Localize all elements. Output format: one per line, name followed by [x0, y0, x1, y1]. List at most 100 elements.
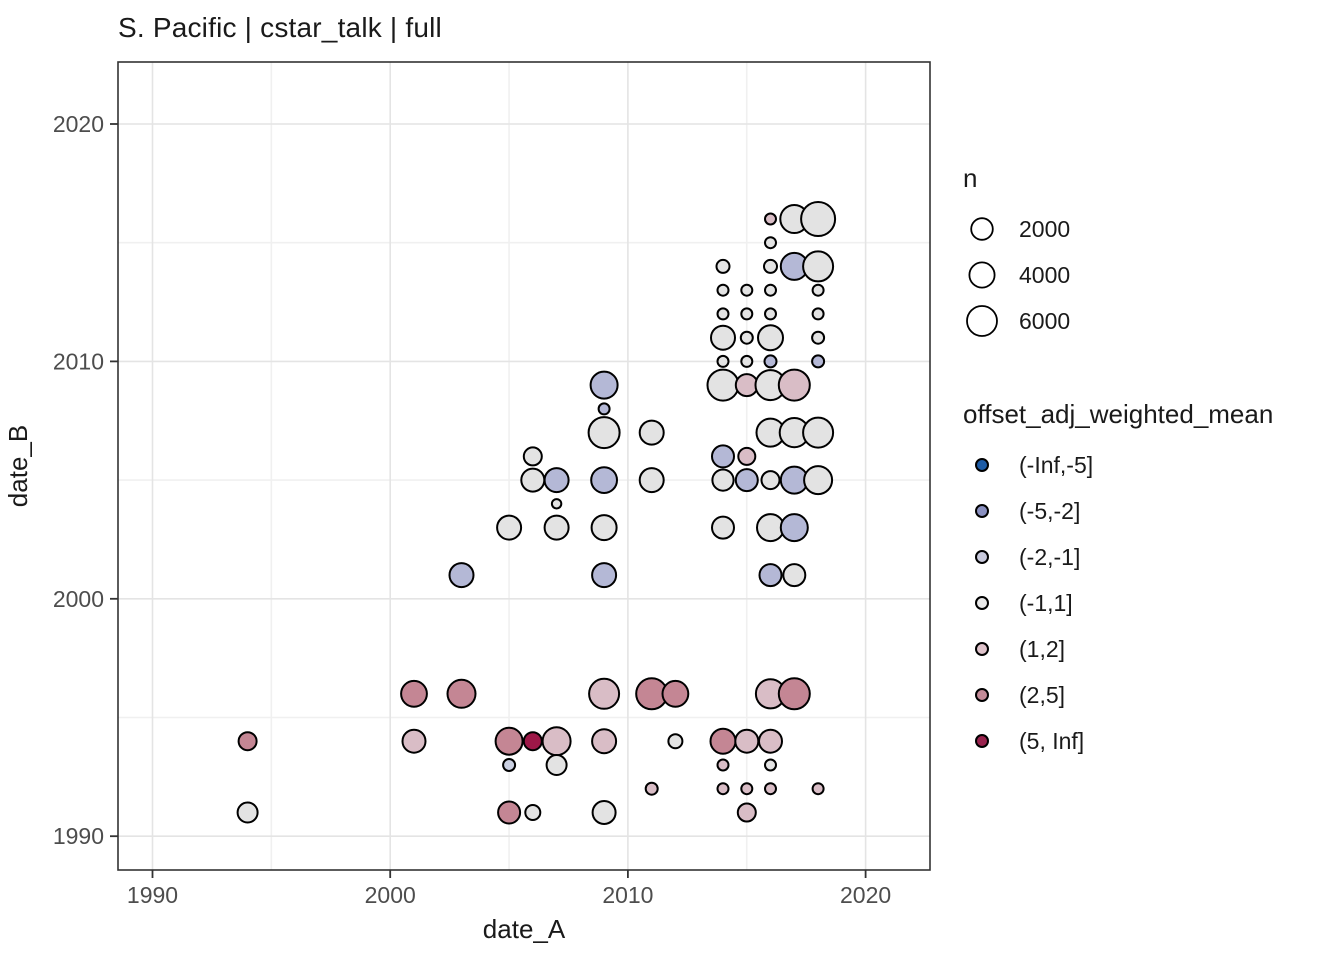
data-point — [591, 728, 618, 755]
data-point — [737, 446, 757, 466]
legend-color-rows: (-Inf,-5] (-5,-2] (-2,-1] (-1,1] (1,2] — [963, 442, 1338, 764]
data-point — [711, 515, 735, 540]
data-point — [711, 468, 735, 492]
legend-size-item: 4000 — [963, 252, 1338, 298]
chart-title: S. Pacific | cstar_talk | full — [118, 12, 442, 43]
data-point — [590, 466, 618, 495]
legend-size-title: n — [963, 163, 978, 193]
data-point — [764, 236, 777, 250]
data-point — [709, 727, 737, 755]
data-point — [597, 402, 611, 416]
data-point — [777, 368, 811, 402]
legend-color-item: (-1,1] — [963, 580, 1338, 626]
data-point — [522, 446, 543, 467]
panel-border — [117, 61, 931, 871]
legend-size-item: 2000 — [963, 206, 1338, 252]
data-point — [550, 498, 563, 510]
data-point — [588, 677, 621, 710]
data-point — [497, 800, 522, 825]
data-point — [736, 802, 757, 823]
data-point — [758, 563, 783, 588]
legend-color-item: (1,2] — [963, 626, 1338, 672]
y-tick-label: 2010 — [53, 348, 104, 374]
data-point — [760, 470, 781, 491]
y-tick-label: 1990 — [53, 823, 104, 849]
x-tick-label: 2020 — [840, 882, 891, 908]
x-tick-label: 1990 — [127, 882, 178, 908]
data-point — [716, 354, 730, 368]
data-point — [764, 758, 777, 772]
data-point — [763, 258, 778, 274]
y-tick-label: 2000 — [53, 586, 104, 612]
data-point — [715, 258, 731, 274]
data-point — [716, 283, 730, 297]
data-point — [782, 563, 807, 588]
data-point — [541, 726, 572, 757]
legend-color-label: (-Inf,-5] — [1019, 451, 1094, 478]
color-key — [963, 446, 1001, 484]
data-point — [802, 250, 835, 283]
legend-color-label: (-2,-1] — [1019, 543, 1081, 570]
data-point — [811, 330, 826, 345]
data-point — [446, 678, 477, 709]
data-point — [522, 731, 543, 752]
data-point — [802, 416, 835, 449]
data-point — [710, 324, 736, 351]
data-point — [716, 307, 730, 321]
data-point — [764, 212, 777, 226]
data-point — [448, 562, 475, 589]
data-point — [543, 467, 570, 494]
color-dot-icon — [975, 596, 989, 610]
legend: n 2000 4000 6 — [963, 164, 1338, 764]
size-key-circle — [963, 256, 1001, 294]
data-point — [496, 514, 523, 541]
data-point — [811, 782, 825, 796]
color-dot-icon — [975, 458, 989, 472]
data-point — [716, 758, 730, 772]
legend-color-title: offset_adj_weighted_mean — [963, 399, 1274, 429]
color-key — [963, 538, 1001, 576]
legend-size-label: 4000 — [1019, 261, 1071, 288]
color-key — [963, 492, 1001, 530]
data-point — [758, 728, 783, 754]
data-point — [734, 468, 759, 493]
legend-size-item: 6000 — [963, 298, 1338, 344]
data-point — [811, 283, 825, 297]
data-point — [589, 370, 619, 400]
color-dot-icon — [975, 734, 989, 748]
legend-color-label: (-1,1] — [1019, 589, 1073, 616]
data-point — [811, 307, 825, 321]
data-point — [734, 728, 760, 754]
y-tick-label: 2020 — [53, 111, 104, 137]
data-point — [811, 354, 826, 369]
data-point — [800, 201, 837, 237]
data-point — [644, 781, 659, 796]
legend-color-label: (2,5] — [1019, 681, 1066, 708]
data-point — [591, 562, 618, 589]
x-axis-title: date_A — [483, 914, 566, 944]
data-point — [740, 782, 754, 796]
color-dot-icon — [975, 504, 989, 518]
data-point — [494, 726, 524, 756]
size-circle-4000-icon — [968, 261, 996, 289]
legend-color: offset_adj_weighted_mean (-Inf,-5] (-5,-… — [963, 400, 1338, 764]
data-point — [400, 679, 428, 708]
legend-size-label: 2000 — [1019, 215, 1071, 242]
data-point — [763, 354, 778, 369]
data-point — [667, 733, 684, 750]
size-key-circle — [963, 302, 1001, 340]
data-point — [779, 513, 809, 543]
data-point — [803, 465, 834, 496]
data-point — [764, 782, 777, 796]
data-point — [638, 419, 665, 446]
data-point — [764, 283, 777, 297]
data-point — [777, 677, 811, 711]
data-point — [237, 731, 258, 752]
size-circle-2000-icon — [970, 217, 994, 241]
scatter-plot: 1990 2000 2010 2020 1990 2000 2010 2020 date_A da… — [3, 61, 931, 944]
data-point — [524, 804, 542, 821]
y-axis-title: date_B — [3, 425, 33, 507]
legend-color-item: (-2,-1] — [963, 534, 1338, 580]
data-point — [716, 782, 730, 796]
